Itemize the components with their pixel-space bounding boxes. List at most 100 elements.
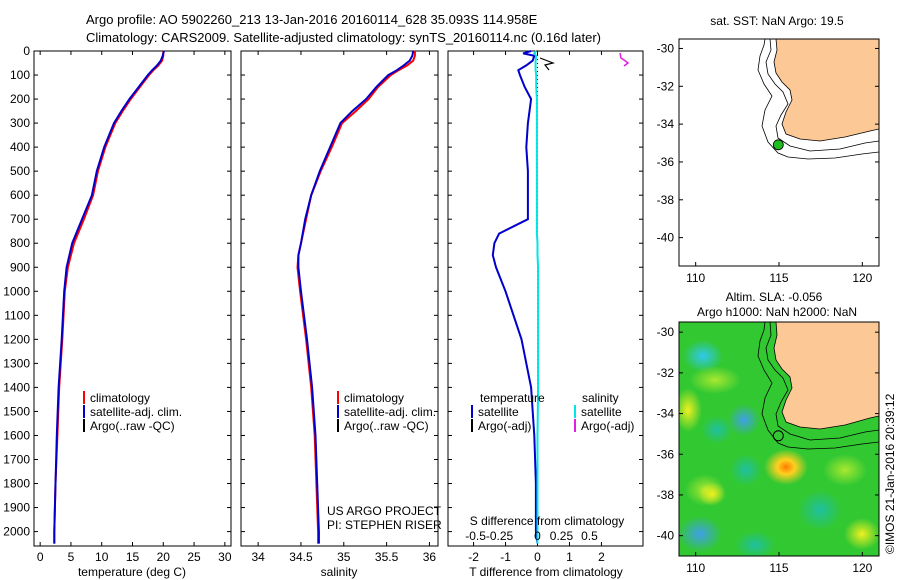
depth-tick-label: 1200 bbox=[3, 332, 30, 346]
sla-low-anomaly bbox=[701, 416, 733, 444]
legend-temperature-header: temperature bbox=[480, 391, 545, 405]
argo-salinity-diff-line bbox=[619, 52, 630, 67]
argo-temperature-diff-line bbox=[539, 57, 555, 71]
shelf-contour bbox=[757, 39, 879, 160]
salinity-depth-ticks bbox=[241, 50, 438, 533]
temperature-satellite-line bbox=[491, 50, 539, 544]
temperature-series bbox=[53, 50, 165, 544]
depth-tick-label: 300 bbox=[10, 116, 30, 130]
salinity-legend: climatology satellite-adj. clim. Argo(..… bbox=[337, 391, 436, 433]
s-diff-tick-label: 0 bbox=[534, 529, 541, 543]
sla-high-anomaly bbox=[689, 366, 741, 394]
temperature-legend: climatology satellite-adj. clim. Argo(..… bbox=[83, 391, 182, 433]
lon-tick-label: 120 bbox=[852, 271, 872, 285]
sla-high-anomaly bbox=[823, 454, 867, 486]
sla-map: Altim. SLA: -0.056 Argo h1000: NaN h2000… bbox=[657, 290, 880, 575]
depth-tick-label: 400 bbox=[10, 140, 30, 154]
salinity-series bbox=[296, 50, 416, 544]
lat-tick-label: -30 bbox=[657, 41, 675, 55]
x-tick-label: 34.5 bbox=[289, 550, 313, 564]
depth-tick-label: 600 bbox=[10, 188, 30, 202]
lat-tick-label: -38 bbox=[657, 193, 675, 207]
difference-axes-box bbox=[447, 50, 644, 547]
temperature-xlabel: temperature (deg C) bbox=[78, 565, 186, 579]
salinity-satellite-line bbox=[533, 50, 540, 544]
sla-high-anomaly bbox=[844, 518, 879, 550]
sla-low-anomaly bbox=[735, 531, 775, 556]
s-diff-tick-label: -0.25 bbox=[486, 529, 514, 543]
lon-tick-label: 115 bbox=[769, 271, 788, 285]
salinity-panel: 34 34.5 35 35.5 36 salinity climatology sate… bbox=[240, 50, 442, 579]
sla-high-anomaly bbox=[698, 482, 726, 506]
depth-tick-label: 500 bbox=[10, 164, 30, 178]
land-australia bbox=[773, 39, 879, 142]
sla-map-title: Altim. SLA: -0.056 bbox=[726, 290, 823, 304]
sla-map-subtitle: Argo h1000: NaN h2000: NaN bbox=[697, 305, 857, 319]
depth-axis: 0 100 200 300 400 500 600 700 800 900 1000 1100 1200… bbox=[3, 44, 231, 539]
sla-map-axes: 110 115 120 -30 -32 -34 -36 -38 -40 bbox=[657, 325, 879, 575]
depth-tick-label: 900 bbox=[10, 260, 30, 274]
x-tick-label: 10 bbox=[95, 550, 109, 564]
depth-tick-label: 700 bbox=[10, 212, 30, 226]
legend-temp-argo-label: Argo(-adj) bbox=[478, 419, 531, 433]
lat-tick-label: -40 bbox=[657, 529, 675, 543]
temperature-x-axis: 0 5 10 15 20 25 30 bbox=[37, 51, 232, 564]
sla-low-anomaly bbox=[730, 454, 762, 486]
legend-argo-label: Argo(..raw -QC) bbox=[344, 419, 429, 433]
difference-x-axis: -2 -1 0 1 2 bbox=[468, 51, 605, 564]
lat-tick-label: -36 bbox=[657, 155, 675, 169]
legend-satellite-label: satellite-adj. clim. bbox=[344, 405, 436, 419]
sst-map-title: sat. SST: NaN Argo: 19.5 bbox=[710, 14, 844, 28]
lon-tick-label: 115 bbox=[769, 561, 788, 575]
depth-tick-label: 1100 bbox=[4, 308, 30, 322]
credit-project: US ARGO PROJECT bbox=[327, 504, 442, 518]
depth-tick-label: 2000 bbox=[3, 525, 30, 539]
depth-tick-label: 100 bbox=[10, 68, 30, 82]
x-tick-label: 0 bbox=[534, 550, 541, 564]
legend-argo-label: Argo(..raw -QC) bbox=[90, 419, 175, 433]
depth-tick-label: 1800 bbox=[3, 477, 30, 491]
salinity-x-axis: 34 34.5 35 35.5 36 bbox=[251, 51, 436, 564]
difference-panel: -2 -1 0 1 2 temperature salinity satellite A… bbox=[447, 50, 644, 579]
x-tick-label: 30 bbox=[218, 550, 232, 564]
argo-float-marker bbox=[772, 139, 784, 151]
s-diff-tick-label: 0.5 bbox=[581, 529, 598, 543]
x-tick-label: 25 bbox=[187, 550, 201, 564]
x-tick-label: 35 bbox=[337, 550, 351, 564]
x-tick-label: 1 bbox=[566, 550, 573, 564]
sla-land-australia bbox=[773, 322, 879, 430]
x-tick-label: 20 bbox=[157, 550, 171, 564]
lat-tick-label: -32 bbox=[657, 366, 675, 380]
difference-depth-ticks bbox=[448, 50, 643, 533]
salinity-axes-box bbox=[240, 50, 439, 547]
x-tick-label: 5 bbox=[68, 550, 75, 564]
depth-tick-label: 1000 bbox=[3, 284, 30, 298]
lat-tick-label: -30 bbox=[657, 325, 675, 339]
imos-watermark: ©IMOS 21-Jan-2016 20:39:12 bbox=[883, 393, 897, 554]
header-line-2: Climatology: CARS2009. Satellite-adjuste… bbox=[86, 30, 601, 45]
argo-temperature-fragment bbox=[539, 57, 555, 71]
legend-satellite-label: satellite-adj. clim. bbox=[90, 405, 182, 419]
s-diff-tick-label: -0.5 bbox=[465, 529, 486, 543]
sla-low-anomaly bbox=[728, 404, 760, 436]
depth-tick-label: 1500 bbox=[3, 404, 30, 418]
x-tick-label: 36 bbox=[423, 550, 437, 564]
satellite-adj-clim--line bbox=[297, 50, 415, 544]
sst-map: sat. SST: NaN Argo: 19.5 110 115 120 -30 -32… bbox=[657, 14, 880, 285]
x-tick-label: 0 bbox=[37, 550, 44, 564]
legend-sal-argo-label: Argo(-adj) bbox=[581, 419, 634, 433]
satellite-adj-clim--line bbox=[53, 50, 165, 544]
credit-pi: PI: STEPHEN RISER bbox=[327, 518, 442, 532]
sla-low-anomaly bbox=[798, 490, 842, 530]
sla-low-anomaly bbox=[679, 516, 722, 552]
depth-tick-label: 800 bbox=[10, 236, 30, 250]
lon-tick-label: 120 bbox=[852, 561, 872, 575]
lon-tick-label: 110 bbox=[686, 271, 705, 285]
x-tick-label: 2 bbox=[598, 550, 605, 564]
header-line-1: Argo profile: AO 5902260_213 13-Jan-2016… bbox=[86, 12, 538, 27]
argo-salinity-fragment bbox=[619, 52, 630, 67]
depth-tick-label: 200 bbox=[10, 92, 30, 106]
sla-low-anomaly bbox=[683, 340, 723, 372]
legend-temp-satellite-label: satellite bbox=[478, 405, 519, 419]
x-tick-label: 35.5 bbox=[375, 550, 399, 564]
